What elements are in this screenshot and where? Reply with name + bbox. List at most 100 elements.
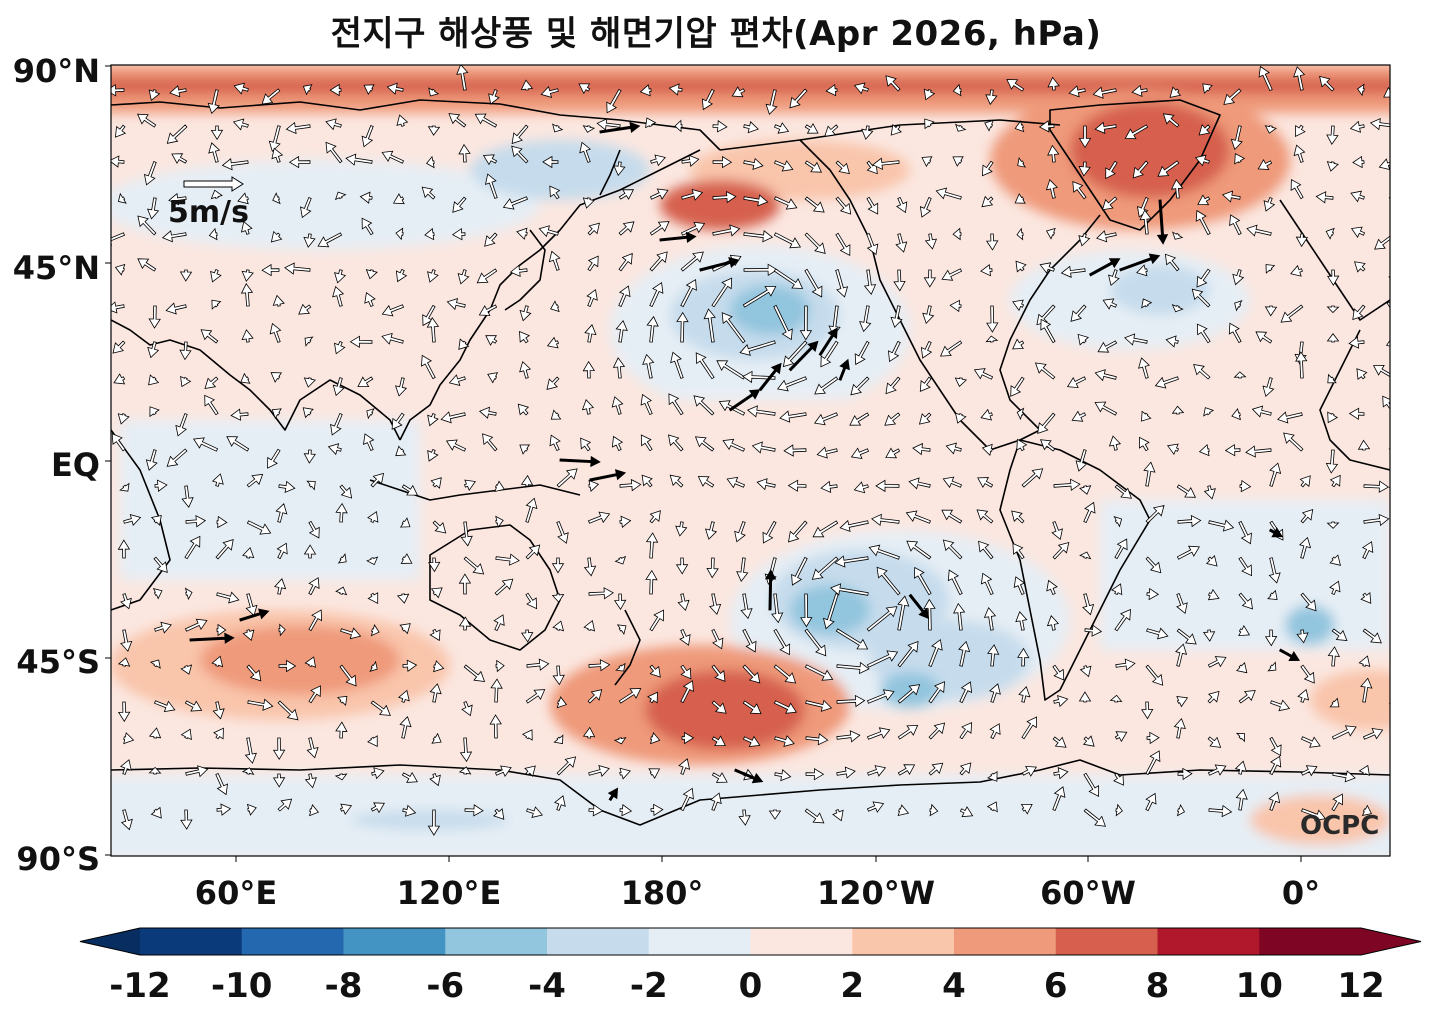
wind-vector [119,482,130,492]
wind-vector [779,410,807,423]
wind-vector [367,510,379,524]
wind-vector [1223,88,1242,106]
wind-vector-strong [1119,253,1161,272]
wind-vector [814,376,839,395]
wind-vector [1388,276,1390,280]
wind-vector [1395,732,1408,743]
coast-europe [1279,199,1390,321]
coast-south-america [999,439,1151,701]
wind-vector [1349,120,1365,133]
wind-vector [1053,694,1069,708]
wind-vector [800,593,813,628]
wind-vector [923,269,937,288]
wind-vector [579,141,592,163]
wind-vector [1114,731,1128,743]
colorbar-segment [241,928,344,955]
wind-vector [804,628,827,657]
colorbar-segment [648,928,751,955]
wind-vector [370,624,380,637]
wind-vector [548,250,561,271]
wind-vector [366,408,375,420]
wind-vector [648,768,661,780]
wind-vector [179,341,192,361]
wind-vector [1012,338,1025,350]
wind-vector [366,556,379,566]
wind-vector [861,125,874,140]
wind-vector [912,442,931,456]
wind-vector [981,443,993,457]
wind-vector [680,221,706,236]
wind-vector [165,302,187,315]
wind-vector [1146,587,1160,601]
wind-vector [711,700,727,714]
wind-vector [334,269,347,284]
wind-vector [853,82,869,95]
wind-vector [395,227,404,241]
wind-vector [511,124,529,145]
wind-vector [649,609,665,632]
wind-vector [924,233,938,250]
wind-vector [401,484,419,496]
wind-vector [928,722,946,740]
wind-vector [1363,480,1390,493]
wind-vector [586,288,598,308]
wind-vector [742,628,757,653]
wind-vector [211,655,224,668]
anom-alaska [660,180,780,230]
wind-vector [494,480,505,493]
wind-vector [308,609,323,632]
wind-vector [476,268,498,284]
wind-vector [1013,576,1026,596]
wind-vector [519,444,531,455]
wind-vector [1046,227,1056,240]
wind-vector [226,436,250,452]
coast-greenland [1049,99,1221,231]
wind-vector [921,156,933,168]
x-tick-label: 60°E [195,874,277,912]
wind-vector [1326,125,1339,145]
wind-vector [1079,551,1092,560]
wind-vector [1290,264,1303,277]
wind-vector [1014,193,1026,204]
wind-vector [680,279,697,308]
wind-vector [1269,462,1282,487]
wind-vector [1238,592,1253,610]
wind-vector [650,803,664,817]
wind-vector [774,735,795,747]
wind-vector [152,587,163,600]
wind-vector [553,795,566,811]
wind-vector [839,519,869,533]
wind-vector [381,304,405,317]
wind-vector [1015,611,1028,631]
wind-vector [1157,160,1180,177]
wind-vector [919,376,932,393]
y-tick-label: 90°N [13,52,100,90]
wind-vector [616,624,627,635]
wind-vector [303,544,317,559]
wind-vector [1053,767,1069,780]
wind-vector [773,268,804,289]
wind-vector [1331,628,1348,641]
coast-australia [429,524,561,651]
wind-vector [743,263,778,277]
wind-vector [426,317,440,343]
wind-vector [367,735,378,748]
wind-vector [952,227,962,241]
wind-vector [332,285,345,307]
wind-vector [681,188,704,201]
wind-vector [746,405,776,418]
wind-vector [1131,84,1148,98]
wind-vector-strong [1278,648,1301,662]
anom-natl-core [1110,265,1210,315]
wind-vector [583,619,596,632]
wind-vector [1224,443,1241,457]
wind-vector [1283,432,1304,452]
wind-vector [1329,554,1341,566]
wind-vector [1393,518,1401,528]
wind-vector [1395,554,1412,565]
wind-vector [897,804,910,817]
wind-vector [1176,628,1197,645]
wind-vector [1352,155,1365,169]
wind-vector [743,157,764,171]
wind-vector [399,517,411,528]
